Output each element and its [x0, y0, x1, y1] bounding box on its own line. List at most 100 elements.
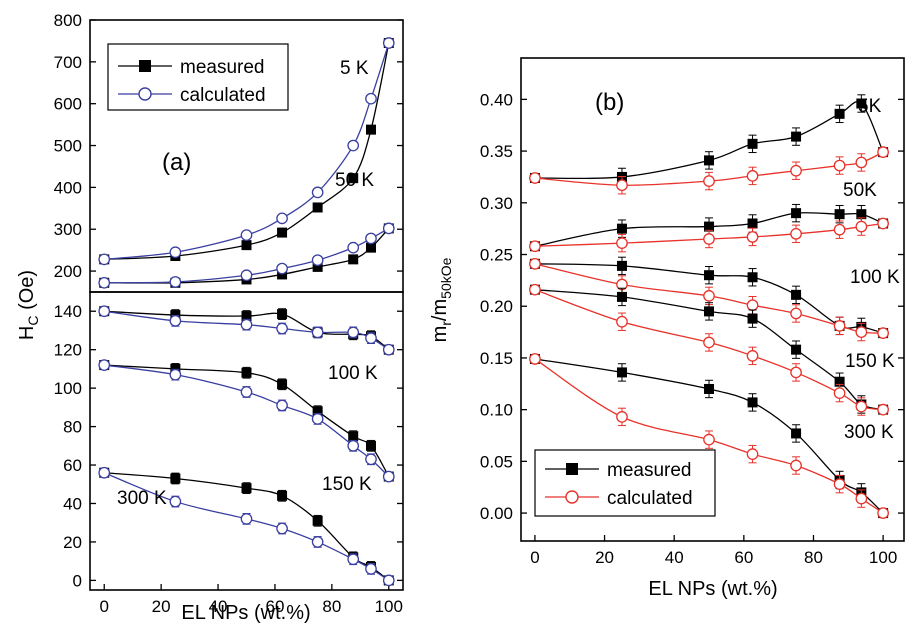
data-point-calculated [347, 241, 360, 254]
y-tick-label-b: 0.00 [480, 504, 513, 523]
data-point-measured [791, 208, 802, 219]
data-point-measured [834, 209, 845, 220]
data-point-measured [704, 306, 715, 317]
data-point-measured [312, 261, 323, 272]
data-point-measured [704, 383, 715, 394]
series-calculated-5k [529, 146, 889, 195]
panel-a-label: (a) [162, 149, 191, 176]
data-point-calculated [276, 399, 288, 412]
x-tick-label-b: 60 [734, 548, 753, 567]
legend-a-box [107, 43, 289, 111]
x-tick-label-a-bottom: 60 [265, 597, 284, 616]
data-point-calculated [746, 448, 759, 460]
legend-b-measured-marker [566, 463, 578, 475]
data-point-calculated [311, 254, 324, 267]
data-point-calculated [616, 315, 628, 328]
data-point-calculated [311, 536, 324, 548]
series-calculated-100k [98, 305, 395, 356]
data-point-measured [312, 515, 323, 526]
data-point-calculated [529, 172, 541, 184]
y-axis-label-a: HC (Oe) [16, 270, 41, 340]
x-tick-label-a-bottom: 0 [99, 597, 108, 616]
panel-a-bottom-series [98, 305, 395, 587]
annotation-50k-b: 50K [843, 180, 877, 201]
data-point-calculated [529, 353, 541, 365]
y-tick-label-a-bottom: 100 [54, 379, 82, 398]
data-point-calculated [382, 470, 395, 483]
data-point-measured [277, 490, 288, 501]
data-point-calculated [529, 257, 541, 270]
data-point-measured [241, 367, 252, 378]
y-tick-label-b: 0.20 [480, 297, 513, 316]
panel-b: 0.00 0.05 0.10 0.15 0.20 0.25 0.30 0.35 0.40 0 20 4… [429, 57, 905, 600]
series-calculated-50k [98, 222, 395, 289]
data-point-calculated [347, 553, 360, 566]
data-point-calculated [98, 466, 111, 479]
x-tick-label-a-bottom: 40 [209, 597, 228, 616]
y-axis-label-b: mr/m50kOe [429, 257, 454, 342]
data-point-measured [791, 344, 802, 355]
legend-a-measured-marker [139, 60, 151, 72]
annotation-300k-b: 300 K [844, 422, 894, 443]
data-point-measured [312, 202, 323, 213]
data-point-measured [365, 440, 376, 451]
data-point-calculated [240, 513, 253, 525]
data-point-calculated [790, 459, 802, 472]
y-tick-label-a-bottom: 140 [54, 302, 82, 321]
data-point-calculated [833, 478, 846, 490]
data-point-calculated [703, 175, 715, 187]
data-point-calculated [276, 522, 288, 535]
data-point-calculated [790, 366, 802, 379]
data-point-calculated [382, 37, 395, 49]
data-point-calculated [833, 223, 846, 236]
x-tick-label-a-bottom: 100 [375, 597, 403, 616]
data-point-calculated [311, 186, 324, 199]
y-tick-label-b: 0.05 [480, 452, 513, 471]
series-calculated-50k [529, 217, 889, 253]
data-point-calculated [746, 231, 759, 243]
data-point-measured [616, 291, 627, 302]
legend-b: measured calculated [534, 449, 716, 517]
y-tick-label-b: 0.25 [480, 246, 513, 265]
annotation-50k-a: 50 K [335, 170, 374, 191]
panel-b-series [529, 94, 889, 519]
y-tick-label-a-bottom: 0 [73, 571, 82, 590]
data-point-measured [365, 124, 376, 135]
data-point-calculated [98, 253, 111, 266]
annotation-5k-b: 5K [858, 96, 882, 117]
panel-b-axes: 0.00 0.05 0.10 0.15 0.20 0.25 0.30 0.35 0.40 0 20 4… [480, 90, 904, 567]
legend-b-calculated-label: calculated [607, 488, 693, 509]
panel-a-bottom: 0 20 40 60 80 100 120 140 0 20 40 60 80 100 100 K 150… [16, 270, 404, 624]
legend-b-calculated-marker [565, 490, 579, 504]
y-tick-label-a-top: 700 [54, 53, 82, 72]
data-point-measured [348, 173, 359, 184]
data-point-measured [348, 431, 359, 442]
legend-a-calculated-marker [138, 87, 152, 101]
data-point-calculated [311, 413, 324, 425]
data-point-calculated [365, 332, 377, 344]
data-point-calculated [703, 233, 715, 245]
data-point-calculated [169, 368, 182, 381]
data-point-calculated [703, 433, 715, 446]
y-tick-label-a-bottom: 20 [63, 533, 82, 552]
data-point-measured [704, 155, 715, 166]
data-point-measured [834, 108, 845, 119]
data-point-calculated [877, 507, 889, 519]
x-axis-label-b: EL NPs (wt.%) [648, 578, 777, 600]
series-calculated-5k [98, 37, 395, 266]
y-tick-label-b: 0.10 [480, 401, 513, 420]
y-tick-label-b: 0.15 [480, 349, 513, 368]
x-tick-label-b: 20 [595, 548, 614, 567]
annotation-5k-a: 5 K [340, 58, 369, 79]
data-point-calculated [240, 318, 253, 331]
data-point-calculated [169, 495, 182, 508]
data-point-measured [791, 289, 802, 300]
data-point-measured [241, 311, 252, 322]
data-point-measured [747, 218, 758, 229]
legend-b-box [534, 449, 716, 517]
annotation-150k-a: 150 K [322, 474, 372, 495]
annotation-150k-b: 150 K [845, 351, 895, 372]
data-point-measured [241, 240, 252, 251]
data-point-calculated [347, 326, 360, 339]
